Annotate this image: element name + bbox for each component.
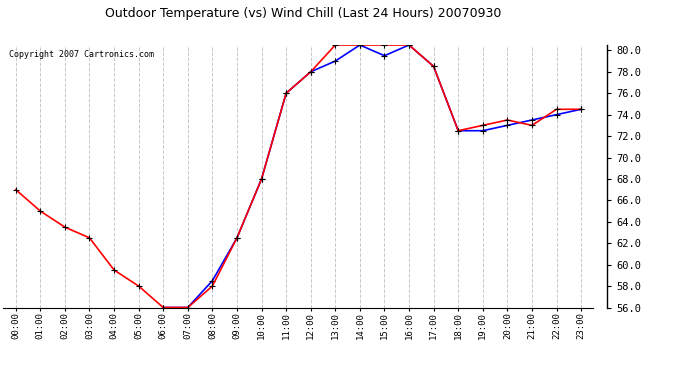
Text: Copyright 2007 Cartronics.com: Copyright 2007 Cartronics.com [10, 50, 155, 59]
Text: Outdoor Temperature (vs) Wind Chill (Last 24 Hours) 20070930: Outdoor Temperature (vs) Wind Chill (Las… [106, 8, 502, 21]
